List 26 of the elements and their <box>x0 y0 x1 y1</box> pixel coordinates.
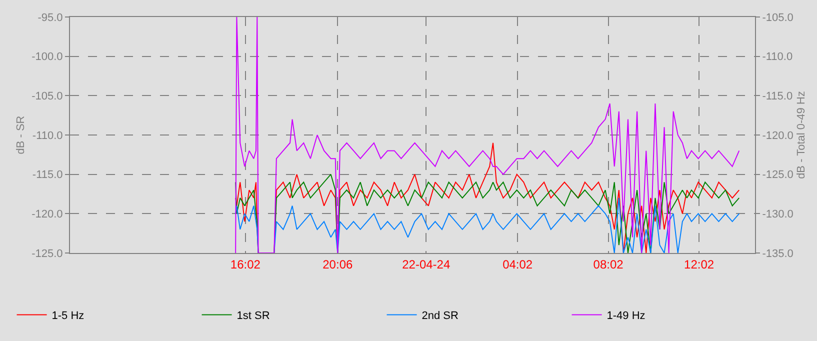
y2-tick-label: -130.0 <box>762 208 794 221</box>
y2-tick-label: -135.0 <box>762 248 794 260</box>
x-tick-label: 16:02 <box>230 257 261 272</box>
legend-label: 1st SR <box>236 310 270 322</box>
y-axis-title: dB - SR <box>15 116 28 154</box>
x-tick-label: 08:02 <box>593 257 624 272</box>
x-tick-label: 04:02 <box>502 257 533 272</box>
y-tick-label: -125.0 <box>32 248 63 260</box>
y2-tick-label: -105.0 <box>762 12 794 24</box>
x-tick-label: 20:06 <box>322 257 353 272</box>
y2-tick-label: -115.0 <box>762 90 793 103</box>
y-tick-label: -110.0 <box>32 130 63 142</box>
y-tick-label: -105.0 <box>32 90 63 103</box>
y2-axis-title: dB - Total 0-49 Hz <box>796 91 808 179</box>
legend-label: 1-5 Hz <box>52 310 84 322</box>
y2-tick-label: -120.0 <box>762 130 794 142</box>
y-tick-label: -100.0 <box>32 51 63 64</box>
legend-label: 2nd SR <box>422 310 459 322</box>
x-tick-label: 12:02 <box>684 257 714 272</box>
y-tick-label: -95.0 <box>38 12 63 24</box>
y-tick-label: -115.0 <box>32 169 63 182</box>
y-tick-label: -120.0 <box>32 208 63 221</box>
x-tick-label: 22-04-24 <box>402 257 450 272</box>
y2-tick-label: -110.0 <box>762 51 793 64</box>
y2-tick-label: -125.0 <box>762 169 794 182</box>
legend-label: 1-49 Hz <box>606 310 646 322</box>
